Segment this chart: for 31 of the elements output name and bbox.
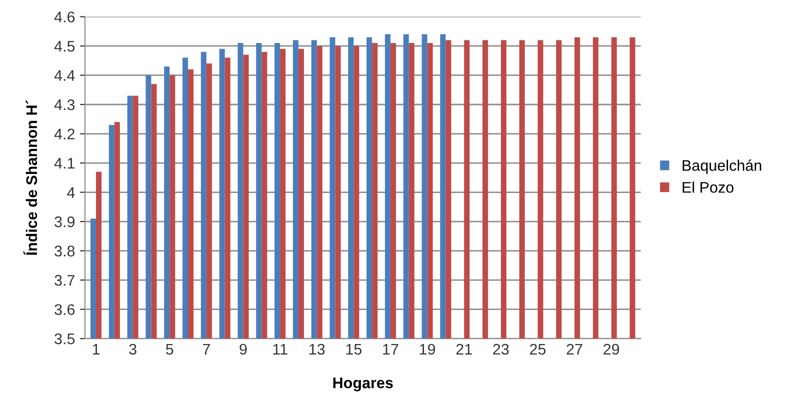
y-tick-label: 4.5 [54, 41, 75, 52]
x-tick-label: 5 [166, 344, 174, 355]
y-tick-label: 4 [67, 187, 75, 198]
x-tick-label: 17 [383, 344, 398, 355]
x-tick-label: 3 [129, 344, 136, 355]
y-tick-label: 3.6 [54, 304, 75, 316]
y-tick-label: 3.7 [54, 274, 74, 286]
x-tick-label: 29 [604, 344, 620, 355]
x-tick-label: 7 [202, 344, 210, 355]
y-tick-label: 3.8 [54, 246, 75, 256]
legend-label: Baquelchán [682, 160, 762, 174]
legend-label: El Pozo [682, 182, 734, 193]
x-tick-label: 21 [456, 344, 472, 355]
x-tick-label: 13 [310, 344, 325, 355]
x-tick-label: 25 [530, 344, 546, 355]
x-tick-label: 1 [92, 344, 100, 355]
x-tick-label: 19 [420, 344, 436, 355]
y-tick-label: 4.3 [54, 99, 75, 110]
x-tick-label: 23 [493, 344, 509, 355]
x-tick-label: 15 [346, 344, 362, 355]
y-tick-label: 4.4 [54, 70, 75, 81]
y-tick-label: 3.5 [54, 333, 75, 344]
x-tick-label: 11 [273, 344, 288, 355]
x-tick-label: 27 [566, 344, 582, 355]
y-tick-label: 3.9 [54, 216, 75, 228]
y-axis-title: Índice de Shannon H´ [23, 100, 38, 255]
y-tick-label: 4.2 [54, 128, 74, 140]
x-axis-title: Hogares [333, 378, 393, 392]
x-tick-label: 9 [240, 344, 247, 355]
y-tick-label: 4.6 [54, 12, 75, 22]
y-tick-label: 4.1 [54, 158, 74, 169]
